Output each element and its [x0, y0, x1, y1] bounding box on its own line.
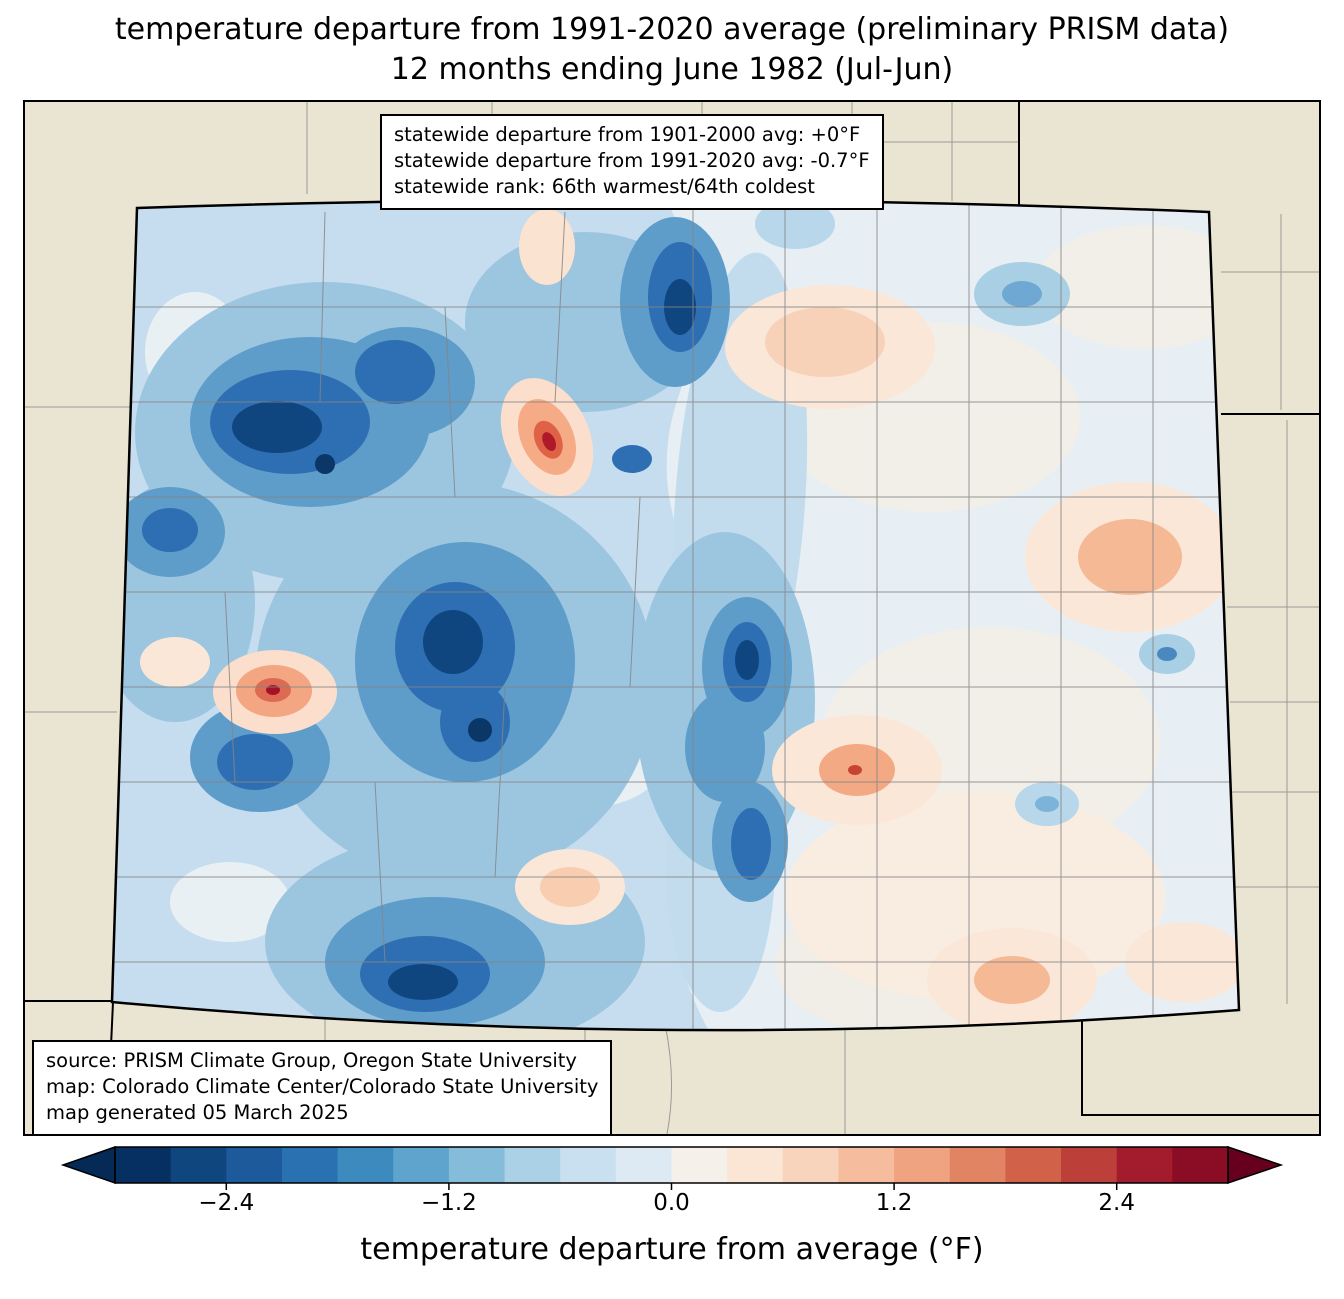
colorado-map [25, 102, 1319, 1134]
stats-line-3: statewide rank: 66th warmest/64th coldes… [394, 175, 815, 199]
temperature-anomaly-field [112, 199, 1239, 1031]
figure-title-line-2: 12 months ending June 1982 (Jul-Jun) [390, 52, 954, 87]
stats-box: statewide departure from 1901-2000 avg: … [380, 114, 884, 211]
source-box: source: PRISM Climate Group, Oregon Stat… [32, 1040, 613, 1137]
colorbar [60, 1145, 1284, 1190]
colorbar-tick-label: 2.4 [1098, 1190, 1135, 1216]
county-boundaries [112, 199, 1239, 1031]
colorbar-tick-label: 0.0 [653, 1190, 690, 1216]
source-line-2: map: Colorado Climate Center/Colorado St… [46, 1075, 599, 1099]
colorbar-axis-label: temperature departure from average (°F) [360, 1232, 984, 1267]
source-line-3: map generated 05 March 2025 [46, 1101, 349, 1125]
source-line-1: source: PRISM Climate Group, Oregon Stat… [46, 1049, 577, 1072]
stats-line-1: statewide departure from 1901-2000 avg: … [394, 123, 861, 146]
colorbar-tick-label: −2.4 [198, 1190, 255, 1216]
colorbar-tick-label: 1.2 [875, 1190, 913, 1216]
figure-title-line-1: temperature departure from 1991-2020 ave… [114, 12, 1230, 47]
colorbar-tick-labels: −2.4 −1.2 0.0 1.2 2.4 [0, 1190, 1344, 1222]
colorbar-tick-label: −1.2 [420, 1190, 477, 1216]
map-panel: statewide departure from 1901-2000 avg: … [23, 100, 1321, 1137]
stats-line-2: statewide departure from 1991-2020 avg: … [394, 149, 870, 173]
